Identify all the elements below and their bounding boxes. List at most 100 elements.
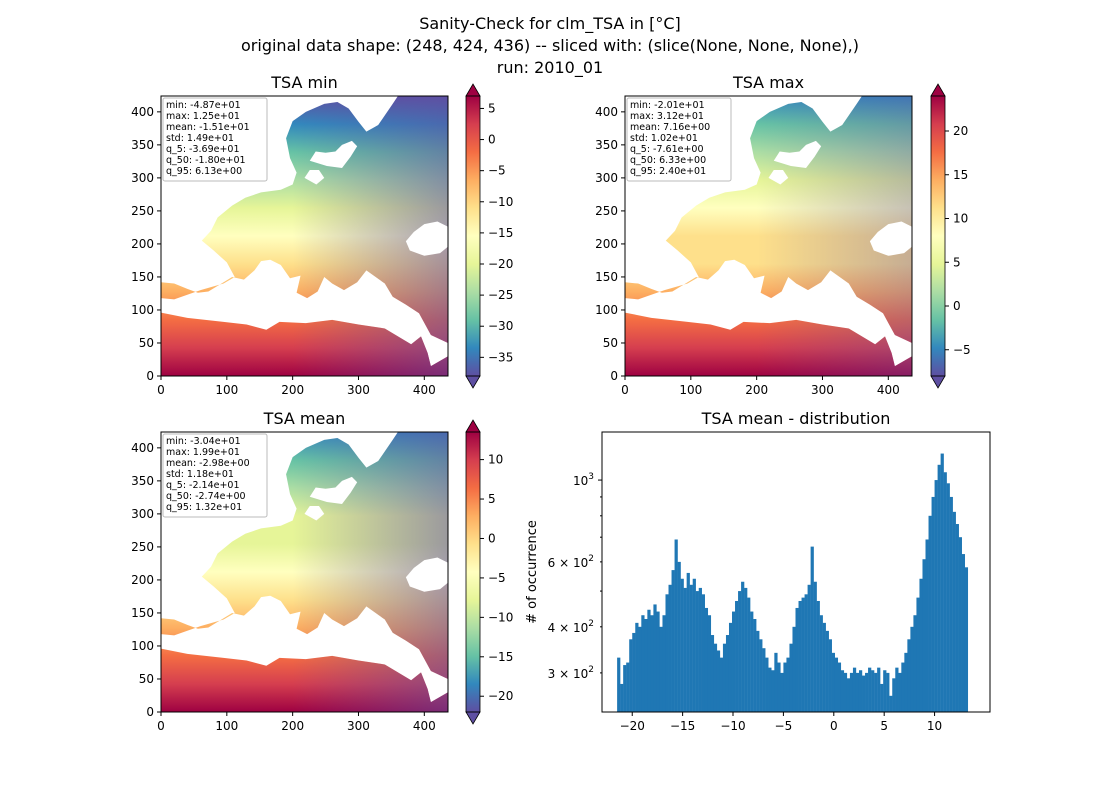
stats-box — [162, 97, 268, 182]
colorbar-tick-label: 10 — [953, 212, 968, 226]
x-tick-label: −20 — [620, 719, 645, 733]
histogram-bar — [741, 581, 745, 712]
histogram-bar — [722, 643, 727, 712]
stats-line: q_95: 1.32e+01 — [166, 502, 242, 513]
stats-line: q_50: -2.74e+00 — [166, 491, 246, 502]
histogram-bar — [828, 639, 832, 712]
colorbar-tick-label: −10 — [488, 195, 513, 209]
stats-box — [626, 97, 732, 182]
heatmap-panel-2: 0 100 200 300 400050100150200250300350400TSA… — [595, 73, 971, 397]
x-tick-label: 5 — [880, 719, 888, 733]
y-tick-label: 100 — [131, 303, 154, 317]
histogram-bar — [919, 578, 923, 712]
histogram-bar — [855, 672, 860, 712]
figure-title-line-1: Sanity-Check for clm_TSA in [°C] — [419, 14, 681, 33]
histogram-bar — [641, 615, 645, 712]
colorbar-1: 5 0 −5 −10 −15 −20 −25 −30 −35 — [465, 83, 513, 389]
histogram-bar — [952, 511, 956, 712]
x-tick-label: 300 — [347, 383, 370, 397]
stats-line: max: 1.99e+01 — [166, 447, 240, 458]
y-tick-label: 400 — [131, 441, 154, 455]
colorbar-tick-label: −30 — [488, 319, 513, 333]
stats-line: q_50: -1.80e+01 — [166, 155, 246, 166]
stats-line: std: 1.18e+01 — [166, 469, 234, 480]
histogram-bar — [704, 607, 709, 712]
y-tick-label: 50 — [603, 336, 618, 350]
histogram-bar — [762, 648, 766, 712]
y-tick-label: 103 — [573, 472, 594, 488]
histogram-bar — [623, 665, 627, 712]
y-minor-tick-label: 3 × 102 — [548, 665, 594, 681]
stats-line: min: -2.01e+01 — [630, 100, 705, 111]
histogram-bar — [871, 670, 875, 712]
panel-title: TSA min — [270, 73, 337, 92]
histogram-bar — [892, 678, 896, 712]
histogram-bar — [783, 662, 787, 712]
y-minor-tick-label: 6 × 102 — [548, 554, 594, 570]
histogram-bar — [840, 670, 845, 712]
histogram-bar — [886, 672, 890, 712]
histogram-bar — [774, 652, 778, 712]
histogram-bar — [719, 657, 724, 712]
y-tick-label: 250 — [595, 204, 618, 218]
colorbar-tick-label: −20 — [488, 689, 513, 703]
histogram-bar — [946, 483, 950, 712]
histogram-bar — [874, 672, 878, 712]
histogram-bar — [877, 667, 881, 712]
x-tick-label: 0 — [621, 383, 629, 397]
x-tick-label: −5 — [775, 719, 793, 733]
histogram-bar — [674, 539, 678, 712]
histogram-bar — [895, 667, 899, 712]
stats-line: mean: 7.16e+00 — [630, 122, 710, 133]
colorbar-tick-label: −20 — [488, 257, 513, 271]
histogram-bar — [753, 619, 757, 712]
histogram-bar — [934, 480, 938, 712]
histogram-bar — [961, 554, 966, 712]
histogram-bar — [940, 453, 944, 712]
histogram-bar — [958, 537, 962, 712]
y-tick-label: 100 — [595, 303, 618, 317]
histogram-bar — [765, 657, 769, 712]
heatmap-land-3 — [161, 432, 448, 712]
y-tick-label: 150 — [595, 270, 618, 284]
x-tick-label: 400 — [413, 383, 436, 397]
histogram-bar — [904, 652, 908, 712]
histogram-bar — [910, 626, 914, 712]
colorbar-tick-label: −15 — [488, 650, 513, 664]
histogram-bar — [780, 672, 784, 712]
histogram-bar — [732, 611, 736, 712]
histogram-bar — [635, 622, 639, 712]
y-tick-label: 100 — [131, 639, 154, 653]
histogram-bar — [949, 496, 953, 712]
colorbar-3: 10 5 0 −5 −10 −15 −20 — [465, 419, 513, 725]
y-tick-label: 300 — [595, 171, 618, 185]
x-tick-label: 0 — [157, 719, 165, 733]
histogram-bar — [629, 639, 633, 712]
histogram-bar — [916, 597, 920, 712]
colorbar-tick-label: 10 — [488, 453, 503, 467]
x-tick-label: 300 — [811, 383, 834, 397]
x-tick-label: 100 — [215, 719, 238, 733]
x-tick-label: −15 — [670, 719, 695, 733]
y-tick-label: 300 — [131, 507, 154, 521]
histogram-bar — [728, 622, 733, 712]
histogram-bar — [680, 578, 684, 712]
x-tick-label: 0 — [157, 383, 165, 397]
histogram-bar — [819, 615, 823, 712]
histogram-bar — [801, 597, 805, 712]
histogram-bar — [955, 524, 959, 712]
stats-line: q_5: -3.69e+01 — [166, 144, 240, 155]
histogram-bar — [768, 667, 772, 712]
histogram-bar — [695, 591, 699, 712]
histogram-bar — [795, 607, 799, 712]
histogram-bar — [822, 622, 826, 712]
histogram-bar — [798, 600, 802, 712]
histogram-bar — [862, 675, 866, 712]
histogram-bar — [810, 546, 814, 712]
histogram-bar — [725, 635, 730, 712]
histogram-bar — [931, 496, 935, 712]
y-tick-label: 350 — [595, 138, 618, 152]
figure-title-line-2: original data shape: (248, 424, 436) -- … — [241, 36, 859, 55]
histogram-bar — [937, 464, 941, 712]
x-tick-label: 200 — [281, 383, 304, 397]
